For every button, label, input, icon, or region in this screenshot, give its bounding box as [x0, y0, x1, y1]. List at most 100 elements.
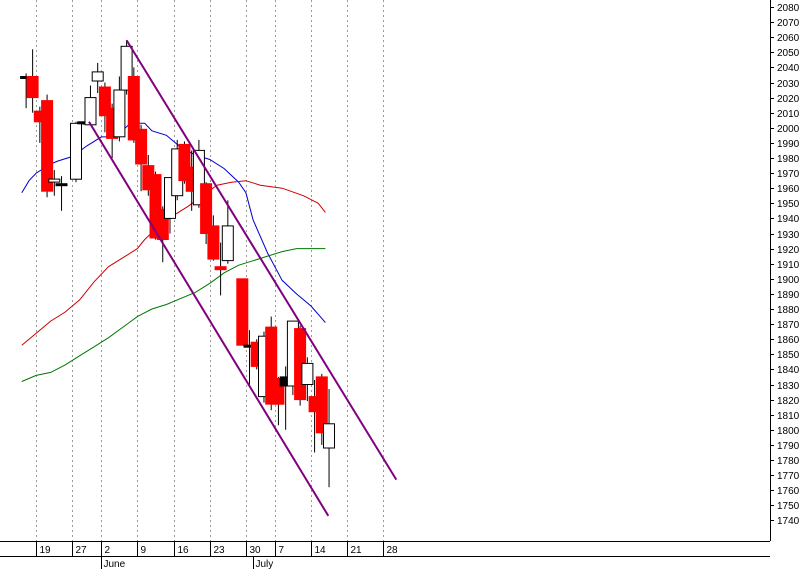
y-tick-label: 2010 — [777, 109, 800, 120]
candle-body — [207, 225, 220, 260]
candle-body — [236, 278, 249, 346]
y-tick-label: 1960 — [777, 184, 800, 195]
candle-body — [214, 266, 227, 271]
y-tick-label: 2030 — [777, 79, 800, 90]
x-tick-label: 16 — [178, 545, 190, 556]
candle — [84, 85, 97, 126]
trend-channel — [88, 39, 398, 517]
y-tick-label: 1750 — [777, 501, 800, 512]
vertical-gridlines — [36, 0, 384, 541]
candle-body — [55, 183, 68, 187]
candle — [323, 389, 335, 488]
right-axis-panel — [771, 0, 806, 569]
channel-upper-line — [125, 39, 398, 481]
y-tick-label: 2050 — [777, 48, 800, 59]
y-tick-label: 1930 — [777, 230, 800, 241]
candle-body — [301, 362, 314, 385]
y-tick-label: 1830 — [777, 381, 800, 392]
x-tick-label: 23 — [214, 545, 226, 556]
y-tick-label: 1890 — [777, 290, 800, 301]
candle-body — [192, 149, 205, 206]
candle — [156, 206, 169, 263]
candle-body — [127, 76, 140, 141]
candle-body — [200, 183, 213, 234]
candle-body — [149, 174, 162, 239]
y-tick-label: 1820 — [777, 396, 800, 407]
y-tick-label: 1840 — [777, 365, 800, 376]
x-tick-label: 21 — [351, 545, 363, 556]
x-tick-label: 2 — [105, 545, 111, 556]
y-tick-label: 1760 — [777, 486, 800, 497]
candle — [91, 62, 104, 94]
candle — [192, 139, 205, 208]
candle-body — [156, 208, 169, 241]
candle — [236, 278, 249, 346]
candle — [48, 170, 61, 196]
candle — [26, 49, 39, 113]
candle — [207, 215, 220, 261]
candle — [301, 357, 314, 402]
y-tick-label: 1790 — [777, 441, 800, 452]
candle — [221, 200, 234, 264]
x-tick-label: 19 — [40, 545, 52, 556]
y-tick-label: 1940 — [777, 214, 800, 225]
candle — [135, 124, 148, 192]
x-tick-label: 28 — [387, 545, 399, 556]
y-tick-label: 1980 — [777, 154, 800, 165]
candle — [149, 171, 162, 240]
candle — [70, 121, 82, 183]
y-tick-label: 1770 — [777, 471, 800, 482]
axis-labels: 1740 1750 1760 1770 1780 1790 1800 1810 1820 1830… — [40, 3, 800, 570]
y-tick-label: 2040 — [777, 63, 800, 74]
y-tick-label: 2020 — [777, 94, 800, 105]
candle — [98, 82, 111, 133]
candle — [200, 182, 213, 245]
y-tick-label: 1810 — [777, 411, 800, 422]
ma-slow-line — [21, 248, 326, 382]
candle-body — [41, 100, 54, 192]
y-tick-label: 1860 — [777, 335, 800, 346]
candle-body — [48, 178, 61, 183]
candle — [127, 67, 140, 143]
candles — [20, 40, 335, 488]
y-tick-label: 2000 — [777, 124, 800, 135]
candle-body — [120, 45, 133, 91]
candle-body — [84, 97, 97, 126]
bottom-axis-panel — [0, 542, 806, 569]
x-tick-label: 30 — [250, 545, 262, 556]
y-tick-label: 2070 — [777, 18, 800, 29]
y-tick-label: 1970 — [777, 169, 800, 180]
y-tick-label: 1950 — [777, 199, 800, 210]
candle-body — [164, 177, 176, 219]
y-tick-label: 1920 — [777, 245, 800, 256]
candle-body — [98, 86, 111, 117]
candle-body — [70, 122, 82, 180]
y-tick-label: 1800 — [777, 426, 800, 437]
candle-body — [221, 225, 234, 262]
candle-body — [91, 71, 104, 82]
month-label: June — [104, 559, 126, 569]
y-tick-label: 1910 — [777, 260, 800, 271]
y-tick-label: 2060 — [777, 33, 800, 44]
candle-body — [135, 128, 148, 165]
x-tick-label: 7 — [279, 545, 285, 556]
x-tick-label: 9 — [141, 545, 147, 556]
y-tick-label: 2080 — [777, 3, 800, 14]
candle-body — [26, 76, 39, 99]
channel-lower-line — [88, 121, 330, 517]
y-tick-label: 1850 — [777, 350, 800, 361]
month-label: July — [256, 559, 274, 569]
candle-body — [113, 89, 126, 138]
x-tick-label: 27 — [76, 545, 88, 556]
candle — [120, 40, 133, 95]
candle — [315, 373, 328, 445]
y-tick-label: 1870 — [777, 320, 800, 331]
y-tick-label: 1900 — [777, 275, 800, 286]
candle — [178, 141, 191, 184]
candle — [55, 176, 68, 211]
candle — [272, 376, 285, 426]
candle-body — [272, 378, 285, 405]
candle — [265, 316, 278, 411]
